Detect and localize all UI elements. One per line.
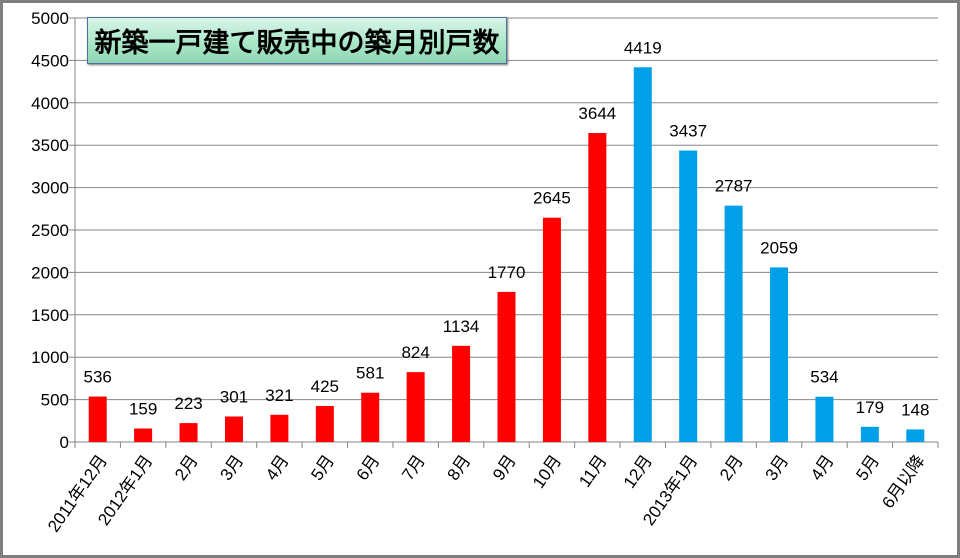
bar [88,396,107,442]
y-tick-label: 2500 [31,221,69,240]
data-label: 581 [356,364,384,383]
x-tick-label: 6月以降 [878,451,928,511]
bar [224,416,243,442]
bar [452,345,471,442]
data-label: 3644 [578,104,616,123]
x-tick-label: 7月 [398,451,429,484]
x-tick-label: 11月 [575,451,610,490]
data-label: 159 [129,400,157,419]
x-tick-label: 3月 [762,451,793,484]
x-tick-label: 4月 [262,451,293,484]
data-label: 301 [220,387,248,406]
bar [860,426,879,442]
bar [588,132,607,442]
bar [179,423,198,442]
data-label: 223 [174,394,202,413]
bar [406,372,425,442]
y-tick-label: 3000 [31,179,69,198]
bar [815,396,834,442]
x-tick-label: 10月 [529,451,565,491]
data-label: 2059 [760,238,798,257]
data-label: 321 [265,386,293,405]
y-tick-label: 0 [60,433,69,452]
data-label: 4419 [624,38,662,57]
bar [633,67,652,442]
data-label: 2787 [715,177,753,196]
y-tick-label: 3500 [31,136,69,155]
chart-title: 新築一戸建て販売中の築月別戸数 [87,17,507,64]
x-tick-label: 5月 [852,451,883,484]
data-label: 425 [311,377,339,396]
y-tick-label: 2000 [31,263,69,282]
data-label: 534 [810,368,838,387]
bar [315,405,334,442]
y-tick-label: 1000 [31,348,69,367]
y-tick-label: 1500 [31,306,69,325]
y-tick-label: 500 [41,391,69,410]
bar [270,414,289,442]
bar [906,429,925,442]
bar [770,267,789,442]
bar [542,217,561,442]
data-label: 148 [901,400,929,419]
x-tick-label: 9月 [489,451,520,484]
bar [134,428,153,442]
x-tick-label: 4月 [807,451,838,484]
x-tick-label: 2月 [716,451,747,484]
y-tick-label: 4500 [31,51,69,70]
y-tick-label: 5000 [31,9,69,28]
data-label: 179 [856,398,884,417]
x-tick-label: 5月 [307,451,338,484]
data-label: 824 [401,343,429,362]
data-label: 1134 [443,317,480,336]
x-tick-label: 8月 [444,451,475,484]
data-label: 1770 [488,263,526,282]
bar [361,392,380,442]
y-tick-label: 4000 [31,94,69,113]
bar [724,205,743,442]
bar [497,291,516,442]
x-tick-label: 6月 [353,451,384,484]
data-label: 3437 [669,122,707,141]
x-tick-label: 12月 [620,451,656,491]
bar [679,150,698,442]
x-tick-label: 2月 [171,451,202,484]
x-tick-label: 3月 [217,451,248,484]
data-label: 2645 [533,189,571,208]
data-label: 536 [84,368,112,387]
